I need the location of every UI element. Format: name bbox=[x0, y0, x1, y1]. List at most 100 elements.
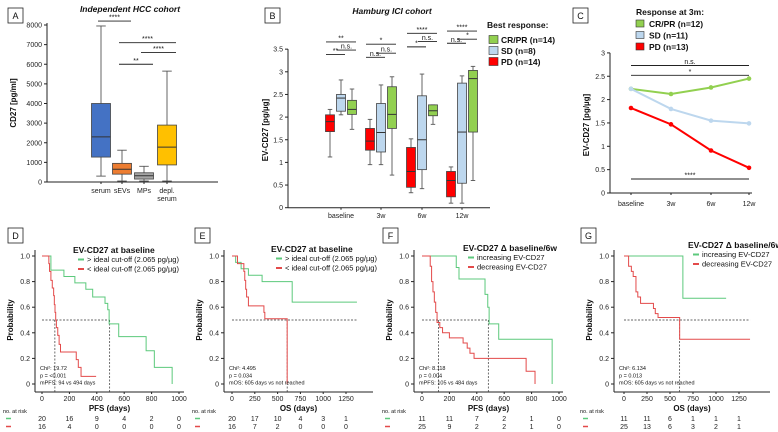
risk-count: 4 bbox=[67, 424, 71, 431]
x-tick-label: 200 bbox=[444, 396, 456, 403]
box bbox=[417, 95, 427, 171]
y-tick-label: 1000 bbox=[26, 160, 42, 167]
risk-count: 1 bbox=[530, 424, 534, 431]
significance-label: n.s. bbox=[684, 59, 695, 66]
significance-label: * bbox=[415, 40, 418, 47]
legend-swatch bbox=[635, 42, 645, 51]
legend-title: EV-CD27 Δ baseline/6w bbox=[688, 240, 778, 250]
y-tick-label: 0 bbox=[605, 382, 609, 389]
y-tick-label: 2 bbox=[601, 97, 605, 104]
panel-label: E bbox=[199, 231, 205, 241]
y-tick-label: 0.2 bbox=[399, 356, 409, 363]
box-cr-pr bbox=[347, 88, 357, 130]
panel-label-box bbox=[194, 227, 211, 244]
risk-count: 0 bbox=[177, 416, 181, 423]
box bbox=[347, 99, 357, 115]
risk-count: 0 bbox=[298, 424, 302, 431]
significance-label: n.s. bbox=[370, 51, 381, 58]
box bbox=[325, 114, 335, 132]
data-point bbox=[708, 148, 714, 153]
box-1 bbox=[112, 149, 132, 182]
y-axis-label: Probability bbox=[585, 299, 594, 341]
y-tick-label: 0 bbox=[26, 382, 30, 389]
box-pd bbox=[365, 118, 375, 166]
panel-label: B bbox=[269, 11, 275, 21]
x-tick-label: baseline bbox=[328, 213, 354, 220]
risk-count: 0 bbox=[177, 424, 181, 431]
panel-label: A bbox=[12, 11, 18, 21]
y-tick-label: 1.5 bbox=[595, 120, 605, 127]
x-tick-label: 6w bbox=[707, 201, 717, 208]
y-tick-label: 5000 bbox=[26, 81, 42, 88]
survival-curve bbox=[42, 255, 173, 384]
data-point bbox=[628, 105, 634, 111]
legend-label: SD (n=8) bbox=[501, 46, 536, 56]
significance-label: ** bbox=[338, 35, 344, 42]
risk-count: 7 bbox=[253, 424, 257, 431]
y-axis-label: Probability bbox=[6, 299, 15, 341]
y-axis-label: EV-CD27 [pg/µg] bbox=[582, 93, 591, 156]
x-tick-label: 250 bbox=[249, 396, 261, 403]
y-tick-label: 0.4 bbox=[599, 330, 609, 337]
x-tick-label: 3w bbox=[667, 201, 677, 208]
significance-label: **** bbox=[457, 25, 468, 32]
y-tick-label: 2.5 bbox=[273, 92, 283, 99]
y-tick-label: 1.0 bbox=[399, 254, 409, 261]
legend-swatch bbox=[488, 46, 499, 55]
box bbox=[406, 147, 416, 188]
legend-swatch bbox=[635, 31, 645, 39]
risk-table-label: no. at risk bbox=[3, 409, 27, 415]
risk-count: 20 bbox=[38, 416, 46, 423]
x-tick-label: 1250 bbox=[338, 396, 354, 403]
legend-title: EV-CD27 at baseline bbox=[73, 245, 155, 255]
box bbox=[157, 124, 177, 166]
y-axis-label: CD27 [pg/ml] bbox=[9, 78, 18, 128]
y-tick-label: 0.2 bbox=[209, 356, 219, 363]
y-tick-label: 7000 bbox=[26, 42, 42, 49]
box-cr-pr bbox=[387, 76, 397, 176]
risk-count: 16 bbox=[66, 416, 74, 423]
x-tick-label: 12w bbox=[743, 201, 757, 208]
y-tick-label: 0.6 bbox=[399, 305, 409, 312]
risk-count: 25 bbox=[620, 424, 628, 431]
box bbox=[387, 86, 397, 129]
x-tick-label: 250 bbox=[641, 396, 653, 403]
box-3 bbox=[157, 70, 177, 182]
legend-label: decreasing EV-CD27 bbox=[702, 260, 772, 269]
x-tick-label: baseline bbox=[618, 201, 644, 208]
x-axis-label: PFS (days) bbox=[89, 404, 131, 413]
risk-count: 9 bbox=[95, 416, 99, 423]
significance-label: * bbox=[689, 69, 692, 76]
box-pd bbox=[325, 108, 335, 158]
legend-swatch bbox=[488, 57, 499, 66]
y-tick-label: 6000 bbox=[26, 62, 42, 69]
y-tick-label: 1 bbox=[279, 160, 283, 167]
data-point bbox=[668, 106, 674, 112]
y-tick-label: 3000 bbox=[26, 121, 42, 128]
stats-text: mOS: 605 days vs not reached bbox=[229, 381, 305, 387]
risk-count: 16 bbox=[38, 424, 46, 431]
data-point bbox=[746, 76, 752, 81]
y-tick-label: 2 bbox=[279, 115, 283, 122]
series-line bbox=[630, 77, 750, 96]
significance-label: **** bbox=[153, 46, 164, 53]
panel-label: D bbox=[12, 231, 19, 241]
x-tick-label: 1000 bbox=[708, 396, 724, 403]
risk-count: 1 bbox=[344, 416, 348, 423]
legend-label: decreasing EV-CD27 bbox=[477, 263, 547, 272]
y-tick-label: 8000 bbox=[26, 23, 42, 30]
risk-count: 2 bbox=[475, 424, 479, 431]
x-tick-label: 800 bbox=[146, 396, 158, 403]
risk-count: 25 bbox=[418, 424, 426, 431]
data-point bbox=[668, 91, 674, 97]
y-tick-label: 0 bbox=[38, 180, 42, 187]
survival-curve bbox=[422, 255, 536, 384]
x-axis-label: PFS (days) bbox=[468, 404, 510, 413]
data-point bbox=[628, 86, 634, 92]
y-tick-label: 0.8 bbox=[209, 279, 219, 286]
x-tick-label: 1000 bbox=[551, 396, 567, 403]
box bbox=[468, 70, 478, 133]
legend-label: < ideal cut-off (2.065 pg/µg) bbox=[285, 264, 377, 273]
stats-text: p = 0.013 bbox=[619, 373, 642, 379]
legend-title: Response at 3m: bbox=[636, 7, 704, 17]
